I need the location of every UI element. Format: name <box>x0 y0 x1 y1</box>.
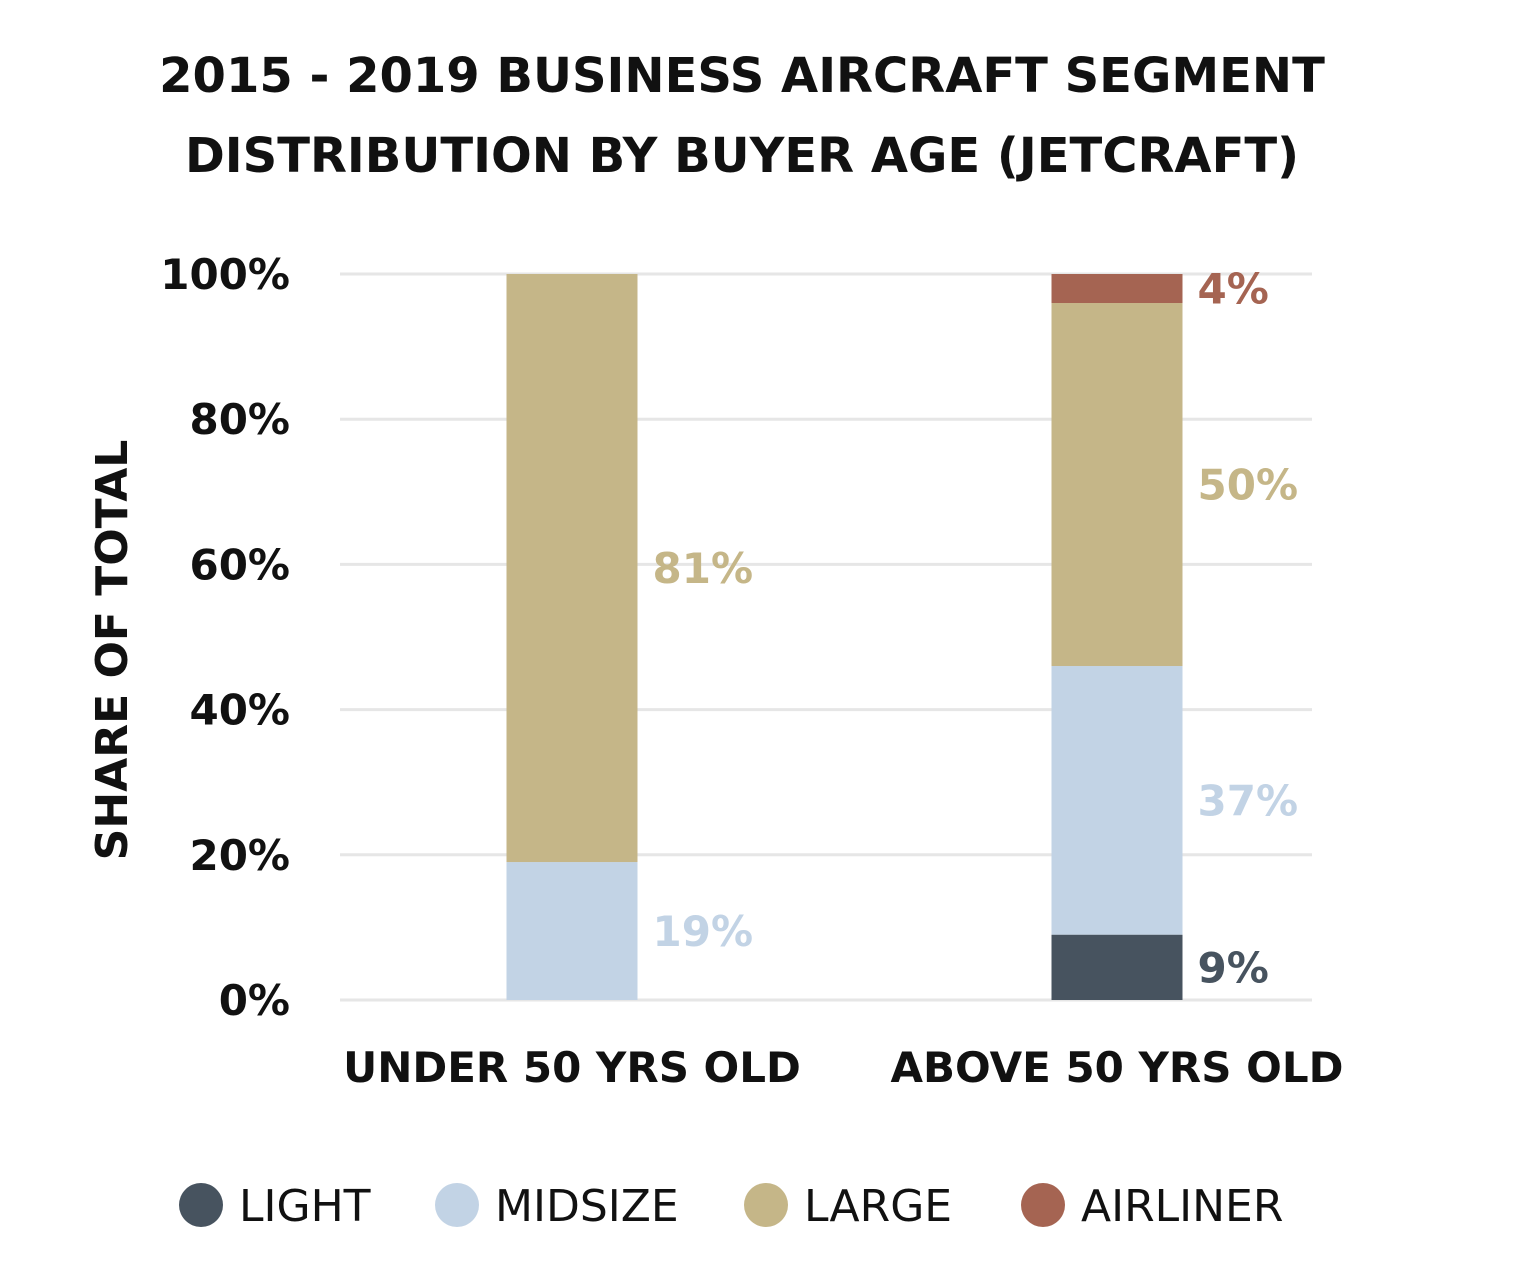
legend-item-midsize: MIDSIZE <box>435 1181 679 1232</box>
chart-title-line-1: 2015 - 2019 BUSINESS AIRCRAFT SEGMENT <box>159 48 1325 104</box>
data-label: 4% <box>1198 265 1269 314</box>
data-label: 50% <box>1198 461 1299 510</box>
y-tick-label: 0% <box>219 976 290 1025</box>
bar-segment-large <box>1051 303 1183 667</box>
y-tick-label: 20% <box>189 831 290 880</box>
legend-swatch <box>435 1183 479 1227</box>
legend-swatch <box>744 1183 788 1227</box>
legend-label: MIDSIZE <box>495 1181 679 1232</box>
legend-swatch <box>179 1183 223 1227</box>
y-tick-label: 60% <box>189 540 290 589</box>
legend-item-large: LARGE <box>744 1181 952 1232</box>
bar-segment-midsize <box>1051 666 1183 935</box>
bar-segment-airliner <box>1051 274 1183 304</box>
legend-swatch <box>1021 1183 1065 1227</box>
legend-label: LIGHT <box>239 1181 371 1232</box>
legend-item-light: LIGHT <box>179 1181 371 1232</box>
chart-title-line-2: DISTRIBUTION BY BUYER AGE (JETCRAFT) <box>185 128 1299 184</box>
bar-segment-light <box>1051 934 1183 1000</box>
bar-segment-large <box>506 274 638 863</box>
y-tick-label: 100% <box>160 250 290 299</box>
data-label: 37% <box>1198 776 1299 825</box>
legend-label: LARGE <box>804 1181 952 1232</box>
legend-label: AIRLINER <box>1081 1181 1283 1232</box>
y-axis-label: SHARE OF TOTAL <box>87 440 138 861</box>
legend-item-airliner: AIRLINER <box>1021 1181 1283 1232</box>
data-label: 81% <box>653 544 754 593</box>
y-tick-label: 80% <box>189 395 290 444</box>
data-label: 9% <box>1198 943 1269 992</box>
x-category-label: UNDER 50 YRS OLD <box>343 1043 801 1092</box>
x-category-label: ABOVE 50 YRS OLD <box>891 1043 1344 1092</box>
y-tick-label: 40% <box>189 686 290 735</box>
bar-segment-midsize <box>506 862 638 1000</box>
data-label: 19% <box>653 907 754 956</box>
